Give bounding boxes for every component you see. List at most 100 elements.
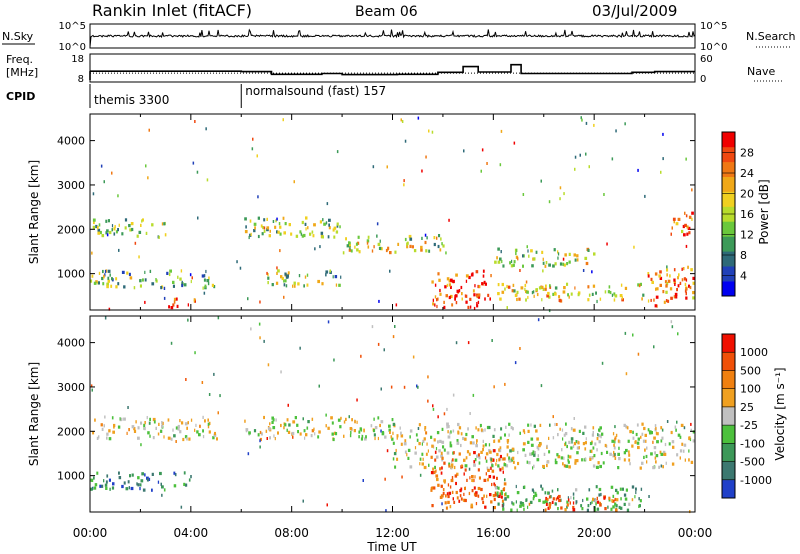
nsky-tick-high: 10^5 [59, 21, 86, 32]
echo-cell [514, 466, 517, 470]
echo-cell [449, 485, 452, 489]
echo-cell [433, 438, 436, 442]
echo-cell [503, 482, 507, 486]
echo-cell [121, 232, 124, 236]
echo-cell [133, 427, 136, 431]
echo-cell [573, 417, 575, 420]
echo-cell [148, 128, 150, 132]
echo-cell [206, 178, 209, 182]
echo-cell [91, 478, 94, 482]
echo-cell [561, 448, 563, 452]
echo-cell [567, 460, 570, 464]
echo-cell [274, 437, 276, 441]
echo-cell [536, 292, 539, 297]
echo-cell [607, 505, 609, 509]
echo-cell [619, 487, 622, 491]
echo-cell [425, 249, 428, 253]
echo-cell [501, 466, 504, 470]
echo-cell [112, 430, 115, 434]
echo-cell [524, 287, 526, 292]
echo-cell [558, 498, 561, 503]
echo-cell [615, 488, 618, 492]
echo-cell [473, 486, 476, 490]
echo-cell [321, 282, 324, 286]
echo-cell [389, 430, 391, 434]
time-tick-label: 16:00 [476, 526, 511, 540]
echo-cell [117, 425, 121, 429]
echo-cell [484, 282, 487, 286]
echo-cell [473, 306, 476, 311]
echo-cell [599, 503, 602, 507]
echo-cell [654, 272, 658, 276]
echo-cell [557, 256, 559, 260]
echo-cell [482, 444, 485, 448]
echo-cell [142, 218, 144, 222]
echo-cell [527, 440, 530, 444]
echo-cell [585, 121, 588, 125]
echo-cell [148, 421, 151, 425]
echo-cell [173, 434, 176, 438]
echo-cell [430, 488, 433, 492]
echo-cell [141, 219, 143, 223]
echo-cell [527, 249, 529, 253]
echo-cell [563, 192, 565, 196]
echo-cell [455, 273, 458, 277]
echo-cell [168, 272, 171, 277]
echo-cell [149, 269, 152, 273]
echo-cell [644, 194, 646, 198]
echo-cell [300, 232, 303, 236]
echo-cell [131, 227, 134, 232]
echo-cell [685, 296, 688, 300]
echo-cell [572, 505, 575, 510]
echo-cell [666, 420, 669, 423]
echo-cell [493, 385, 495, 389]
echo-cell [186, 426, 188, 430]
y-tick-label: 4000 [57, 135, 85, 148]
echo-cell [128, 272, 131, 276]
echo-cell [144, 300, 146, 304]
echo-cell [641, 297, 643, 301]
echo-cell [659, 283, 662, 287]
echo-cell [474, 475, 476, 479]
echo-cell [100, 484, 104, 488]
echo-cell [682, 449, 685, 453]
echo-cell [388, 424, 391, 428]
echo-cell [473, 293, 476, 297]
echo-cell [391, 418, 394, 422]
echo-cell [416, 438, 419, 442]
echo-cell [428, 129, 430, 133]
echo-cell [351, 418, 353, 422]
echo-cell [579, 153, 581, 157]
echo-cell [425, 155, 427, 159]
echo-cell [314, 432, 316, 436]
echo-cell [118, 223, 120, 227]
echo-cell [522, 254, 524, 258]
echo-cell [392, 335, 395, 339]
echo-cell [333, 431, 336, 435]
echo-cell [608, 496, 611, 500]
echo-cell [317, 435, 320, 439]
echo-cell [464, 468, 467, 472]
echo-cell [334, 275, 338, 279]
echo-cell [439, 292, 442, 296]
echo-cell [443, 300, 445, 304]
echo-cell [471, 478, 474, 482]
echo-cell [626, 426, 629, 430]
echo-cell [90, 478, 93, 482]
echo-cell [463, 492, 465, 496]
echo-cell [183, 471, 186, 475]
echo-cell [640, 435, 642, 439]
echo-cell [377, 416, 380, 420]
echo-cell [124, 226, 127, 230]
echo-cell [687, 265, 689, 269]
echo-cell [596, 496, 598, 500]
echo-cell [547, 291, 550, 296]
echo-cell [413, 249, 417, 253]
echo-cell [636, 441, 640, 445]
echo-cell [673, 220, 675, 224]
echo-cell [103, 424, 105, 428]
echo-cell [513, 141, 516, 145]
echo-cell [554, 502, 557, 506]
echo-cell [469, 441, 472, 445]
echo-cell [441, 440, 445, 444]
